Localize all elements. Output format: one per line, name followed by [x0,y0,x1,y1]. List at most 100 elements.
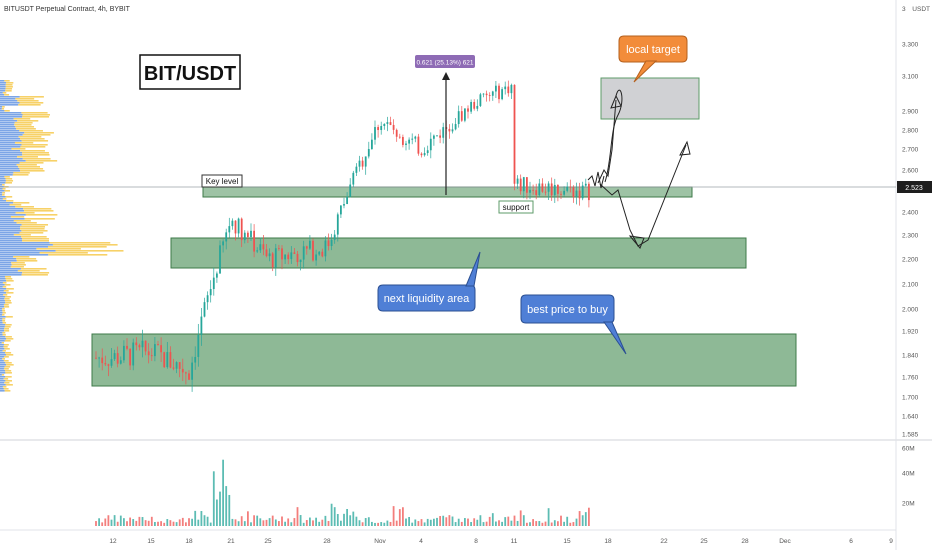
volume-bars [95,459,590,526]
profile-bar-blue [0,218,25,220]
candle-body [408,139,410,144]
target-callout[interactable] [618,35,688,63]
profile-bar-yellow [22,134,51,136]
profile-bar-yellow [5,278,13,280]
best-price-zone[interactable] [91,333,797,387]
profile-bar-yellow [5,338,14,340]
profile-bar-yellow [20,268,47,270]
profile-bar-yellow [4,284,11,286]
volume-bar [138,516,141,526]
profile-bar-blue [0,234,14,236]
liquidity-callout[interactable] [377,284,476,312]
profile-bar-yellow [2,308,5,310]
symbol-header[interactable]: BITUSDT Perpetual Contract, 4h, BYBIT [4,6,131,13]
profile-bar-yellow [13,256,30,258]
profile-bar-blue [0,152,23,154]
profile-bar-yellow [2,312,6,314]
volume-bar [166,519,169,526]
time-axis[interactable]: 12 15 18 21 25 28 Nov 4 8 11 15 18 22 25 28 Dec 6 9 [109,538,893,545]
profile-bar-yellow [3,368,9,370]
candle-body [467,108,469,112]
candle-body [377,127,379,131]
profile-bar-blue [0,282,3,284]
candle-body [150,355,153,357]
profile-bar-yellow [19,96,44,98]
profile-bar-blue [0,190,5,192]
volume-bar [191,518,193,526]
profile-bar-blue [0,256,14,258]
target-zone[interactable] [600,77,700,120]
candle-body [553,184,556,196]
profile-bar-blue [0,262,12,264]
volume-bar [240,516,243,526]
profile-bar-yellow [5,362,12,364]
time-tick-label: 22 [660,538,668,545]
profile-bar-blue [0,246,49,248]
volume-bar [454,522,457,526]
title-box-text: BIT/USDT [144,63,236,85]
volume-bar [495,521,497,526]
volume-bar [209,522,212,526]
candle-body [473,101,476,109]
volume-bar [538,521,541,526]
volume-bar [101,522,104,526]
candle-body [423,153,426,156]
price-tick-label: 3.300 [902,42,919,49]
profile-bar-blue [0,230,22,232]
candle-body [318,251,321,255]
profile-bar-yellow [4,326,11,328]
profile-bar-yellow [16,260,38,262]
profile-bar-blue [0,236,21,238]
profile-bar-blue [0,168,20,170]
price-tick-label: 1.700 [902,395,919,402]
candle-body [247,232,249,238]
profile-bar-blue [0,336,6,338]
profile-bar-yellow [16,128,36,130]
price-axis[interactable]: 3.300 3.100 2.900 2.800 2.700 2.600 2.400 2.300… [902,42,919,439]
profile-bar-blue [0,250,56,252]
profile-bar-yellow [16,222,37,224]
candle-body [119,360,122,364]
candle-body [250,230,252,238]
profile-bar-yellow [16,164,37,166]
profile-bar-yellow [5,370,12,372]
time-tick-label: 18 [185,538,193,545]
profile-bar-yellow [5,196,13,198]
volume-bar [321,519,324,526]
volume-bar [256,515,259,526]
profile-bar-blue [0,196,6,198]
volume-bar [135,520,138,526]
profile-bar-yellow [14,124,32,126]
profile-bar-blue [0,132,25,134]
candle-body [572,187,575,198]
volume-bar [132,519,135,526]
profile-bar-blue [0,290,4,292]
volume-bar [433,518,435,526]
candle-body [296,253,299,263]
time-tick-label: 28 [323,538,331,545]
profile-bar-blue [0,382,5,384]
profile-bar-blue [0,192,3,194]
profile-bar-blue [0,126,16,128]
profile-bar-yellow [5,84,13,86]
profile-bar-yellow [23,208,52,210]
candle-body [154,344,156,357]
profile-bar-blue [0,180,6,182]
profile-bar-blue [0,240,23,242]
profile-bar-blue [0,142,15,144]
profile-bar-yellow [2,320,6,322]
volume-bar [274,519,277,526]
profile-bar-blue [0,264,12,266]
volume-bar [178,519,181,526]
profile-bar-blue [0,198,3,200]
profile-bar-blue [0,390,5,392]
profile-bar-blue [0,338,6,340]
candle-body [519,178,522,192]
volume-bar [163,522,166,526]
volume-bar [364,518,367,526]
profile-bar-yellow [4,300,11,302]
profile-bar-yellow [22,240,49,242]
profile-bar-yellow [21,274,48,276]
volume-bar [293,518,296,526]
